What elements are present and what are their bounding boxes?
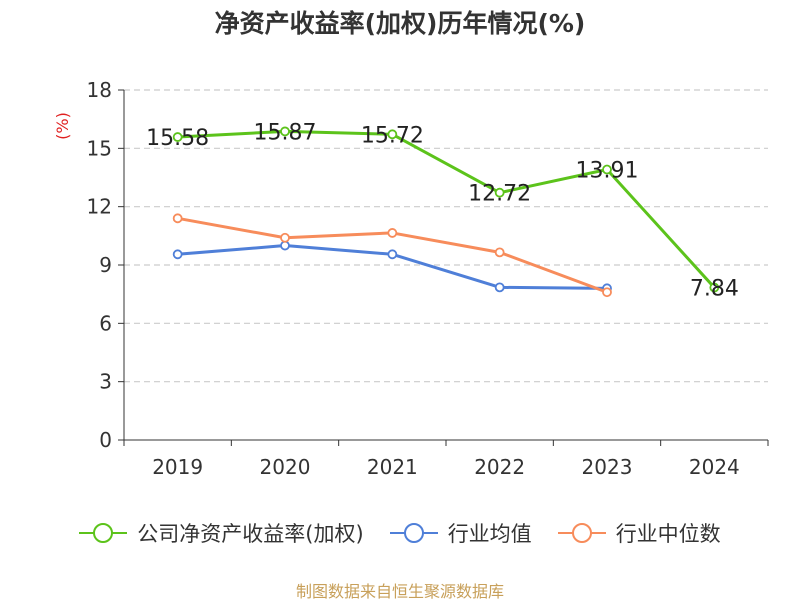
legend-marker-industry-median xyxy=(557,523,606,543)
y-tick-label: 12 xyxy=(87,195,112,219)
y-tick-label: 18 xyxy=(87,78,112,102)
legend-item-industry-mean[interactable]: 行业均值 xyxy=(389,518,532,548)
legend-marker-industry-mean xyxy=(389,523,438,543)
data-point xyxy=(494,187,505,198)
data-point xyxy=(280,126,290,137)
y-axis-title: (%) xyxy=(53,112,72,140)
series-lines xyxy=(172,126,720,298)
y-tick-label: 6 xyxy=(99,311,112,335)
y-tick-label: 3 xyxy=(99,370,112,394)
data-labels: 15.58 15.87 15.72 12.72 13.91 7.84 xyxy=(146,120,739,301)
data-point xyxy=(172,249,183,260)
legend-label-industry-mean: 行业均值 xyxy=(447,522,532,546)
data-point xyxy=(387,228,398,238)
x-tick-label: 2024 xyxy=(689,455,740,479)
data-label: 7.84 xyxy=(690,277,739,302)
source-note: 制图数据来自恒生聚源数据库 xyxy=(295,582,504,601)
data-point xyxy=(494,247,505,258)
data-point xyxy=(280,240,290,251)
data-point xyxy=(172,132,183,142)
y-tick-label: 15 xyxy=(87,136,112,160)
data-label: 15.72 xyxy=(361,123,424,148)
x-tick-label: 2022 xyxy=(474,455,525,479)
data-point xyxy=(280,232,290,243)
data-label: 12.72 xyxy=(468,182,531,207)
data-point xyxy=(387,249,398,260)
legend-item-company-roe[interactable]: 公司净资产收益率(加权) xyxy=(79,518,364,548)
grid-lines xyxy=(124,89,768,383)
legend-label-company-roe: 公司净资产收益率(加权) xyxy=(137,522,364,546)
data-point xyxy=(387,129,398,140)
legend-item-industry-median[interactable]: 行业中位数 xyxy=(557,518,721,548)
legend-marker-company-roe xyxy=(79,523,128,543)
x-tick-label: 2023 xyxy=(582,455,633,479)
x-tick-label: 2020 xyxy=(260,455,311,479)
legend-label-industry-median: 行业中位数 xyxy=(615,522,721,546)
data-label: 13.91 xyxy=(576,159,639,184)
data-point xyxy=(494,282,505,293)
data-point xyxy=(602,164,612,175)
legend: 公司净资产收益率(加权) 行业均值 行业中位数 xyxy=(0,518,800,548)
data-point xyxy=(709,282,720,293)
series-line-0 xyxy=(176,129,716,290)
data-label: 15.87 xyxy=(254,120,317,145)
x-tick-label: 2019 xyxy=(152,455,203,479)
axes: 0 3 6 9 12 15 18 2019 2020 2021 2022 2023 2024 xyxy=(87,78,769,479)
data-point xyxy=(172,213,183,224)
data-label: 15.58 xyxy=(146,126,209,151)
chart-title: 净资产收益率(加权)历年情况(%) xyxy=(214,9,586,38)
data-point xyxy=(602,287,612,298)
y-tick-label: 0 xyxy=(99,428,112,452)
y-tick-label: 9 xyxy=(99,253,112,277)
x-tick-label: 2021 xyxy=(367,455,418,479)
